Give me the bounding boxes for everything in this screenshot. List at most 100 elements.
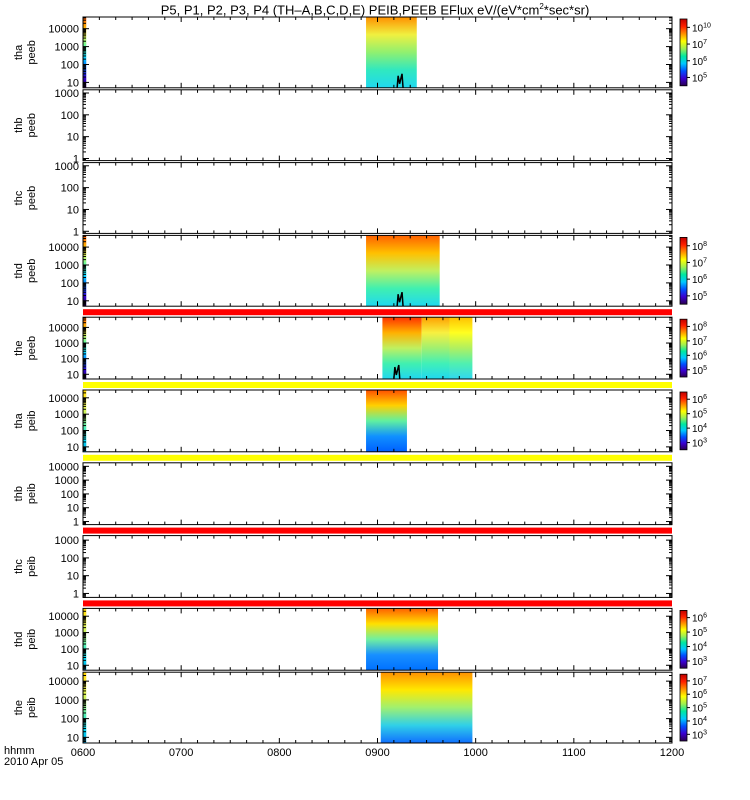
quality-flag-bar (83, 454, 672, 461)
panel-label-product: peib (26, 556, 38, 577)
panel-label-probe: thd (13, 263, 25, 278)
title-text: P5, P1, P2, P3, P4 (TH–A,B,C,D,E) PEIB,P… (160, 2, 540, 18)
colorbar-tick-label: 105 (692, 627, 707, 639)
colorbar-tick-label: 106 (692, 613, 707, 625)
panel-the-peeb: 10000 1000 100 10 the peeb 108 107 106 105 (13, 309, 707, 381)
time-format-label: hhmm (4, 745, 35, 757)
spectrogram-block (366, 390, 407, 452)
x-tick-label: 1000 (463, 747, 487, 759)
colorbar-tick-label: 108 (692, 241, 707, 253)
panel-frame (82, 671, 673, 744)
panel-thd-peeb: 10000 1000 100 10 thd peeb 108 107 106 105 (13, 234, 707, 308)
colorbar-tick-label: 107 (692, 257, 707, 269)
x-tick-label: 1100 (562, 747, 586, 759)
colorbar-tick-label: 107 (692, 336, 707, 348)
title-superscript: 2 (539, 2, 544, 11)
colorbar-tick-label: 106 (692, 689, 707, 701)
x-tick-label: 1200 (660, 747, 684, 759)
density-trace (396, 73, 404, 88)
panel-label-product: peib (26, 483, 38, 504)
y-tick-label: 10 (67, 204, 79, 216)
y-tick-label: 1000 (55, 260, 79, 272)
x-tick-label: 0900 (365, 747, 389, 759)
colorbar-tick-label: 105 (692, 703, 707, 715)
colorbar-tick-label: 106 (692, 56, 707, 68)
panel-frame (82, 162, 673, 234)
y-tick-label: 1000 (55, 475, 79, 487)
spectrogram-block (366, 608, 439, 671)
panel-label-product: peib (26, 697, 38, 718)
panel-label-probe: thb (13, 118, 25, 133)
colorbar-tick-label: 104 (692, 642, 707, 654)
y-tick-label: 100 (61, 714, 79, 726)
panel-label-probe: tha (13, 412, 25, 428)
spectrogram-block (449, 317, 473, 379)
y-tick-label: 1 (73, 226, 79, 238)
panel-thb-peeb: 1000 100 10 1 thb peeb (13, 88, 673, 165)
y-tick-label: 10 (67, 732, 79, 744)
colorbar-tick-label: 103 (692, 438, 707, 450)
panel-label-product: peeb (26, 259, 38, 283)
colorbar-tick-label: 105 (692, 365, 707, 377)
y-tick-label: 10 (67, 503, 79, 515)
x-tick-label: 0800 (267, 747, 291, 759)
y-tick-label: 1000 (55, 409, 79, 421)
y-tick-label: 10000 (48, 24, 79, 36)
colorbar (679, 610, 688, 669)
panel-label-probe: tha (13, 44, 25, 60)
colorbar (679, 673, 688, 742)
panel-frame (82, 535, 673, 598)
x-tick-label: 0600 (71, 747, 95, 759)
y-tick-label: 100 (61, 354, 79, 366)
panel-label-product: peib (26, 411, 38, 432)
colorbar (679, 391, 688, 451)
colorbar-tick-label: 105 (692, 72, 707, 84)
y-tick-label: 10000 (48, 611, 79, 623)
panel-thd-peib: 10000 1000 100 10 thd peib 106 105 104 103 (13, 600, 707, 672)
panel-frame (82, 316, 673, 380)
quality-flag-bar (83, 309, 672, 316)
time-axis-caption: hhmm 2010 Apr 05 (4, 746, 63, 768)
y-tick-label: 10 (67, 571, 79, 583)
panel-thc-peib: 1000 100 10 1 thc peib (13, 527, 673, 600)
y-tick-label: 10000 (48, 676, 79, 688)
panel-label-product: peeb (26, 113, 38, 137)
colorbar-tick-label: 105 (692, 409, 707, 421)
y-tick-label: 100 (61, 278, 79, 290)
colorbar-tick-label: 103 (692, 656, 707, 668)
panel-label-probe: thc (13, 190, 25, 205)
colorbar (679, 236, 688, 305)
quality-flag-bar (83, 600, 672, 607)
panel-label-probe: the (13, 340, 25, 355)
panel-label-product: peib (26, 629, 38, 650)
y-tick-label: 1000 (55, 42, 79, 54)
panel-label-probe: thc (13, 559, 25, 574)
colorbar (679, 18, 688, 87)
panel-thc-peeb: 1000 100 10 1 thc peeb (13, 161, 673, 238)
figure-title: P5, P1, P2, P3, P4 (TH–A,B,C,D,E) PEIB,P… (0, 2, 750, 17)
y-tick-label: 1000 (55, 535, 79, 547)
panel-label-probe: thb (13, 486, 25, 501)
density-trace (396, 292, 404, 307)
y-tick-label: 1 (73, 517, 79, 529)
colorbar-tick-label: 105 (692, 291, 707, 303)
y-tick-label: 1 (73, 153, 79, 165)
y-tick-label: 1000 (55, 338, 79, 350)
panel-label-product: peeb (26, 336, 38, 360)
y-tick-label: 10 (67, 660, 79, 672)
colorbar-tick-label: 104 (692, 716, 707, 728)
y-tick-label: 1 (73, 588, 79, 600)
y-tick-label: 100 (61, 426, 79, 438)
colorbar-tick-label: 106 (692, 350, 707, 362)
panel-tha-peeb: 10000 1000 100 10 tha peeb 1010 107 106 105 (13, 16, 711, 89)
date-label: 2010 Apr 05 (4, 756, 64, 768)
colorbar-tick-label: 108 (692, 321, 707, 333)
y-tick-label: 1000 (55, 628, 79, 640)
y-tick-label: 100 (61, 60, 79, 72)
panel-label-product: peeb (26, 40, 38, 64)
colorbar (679, 318, 688, 378)
panel-frame (82, 462, 673, 526)
